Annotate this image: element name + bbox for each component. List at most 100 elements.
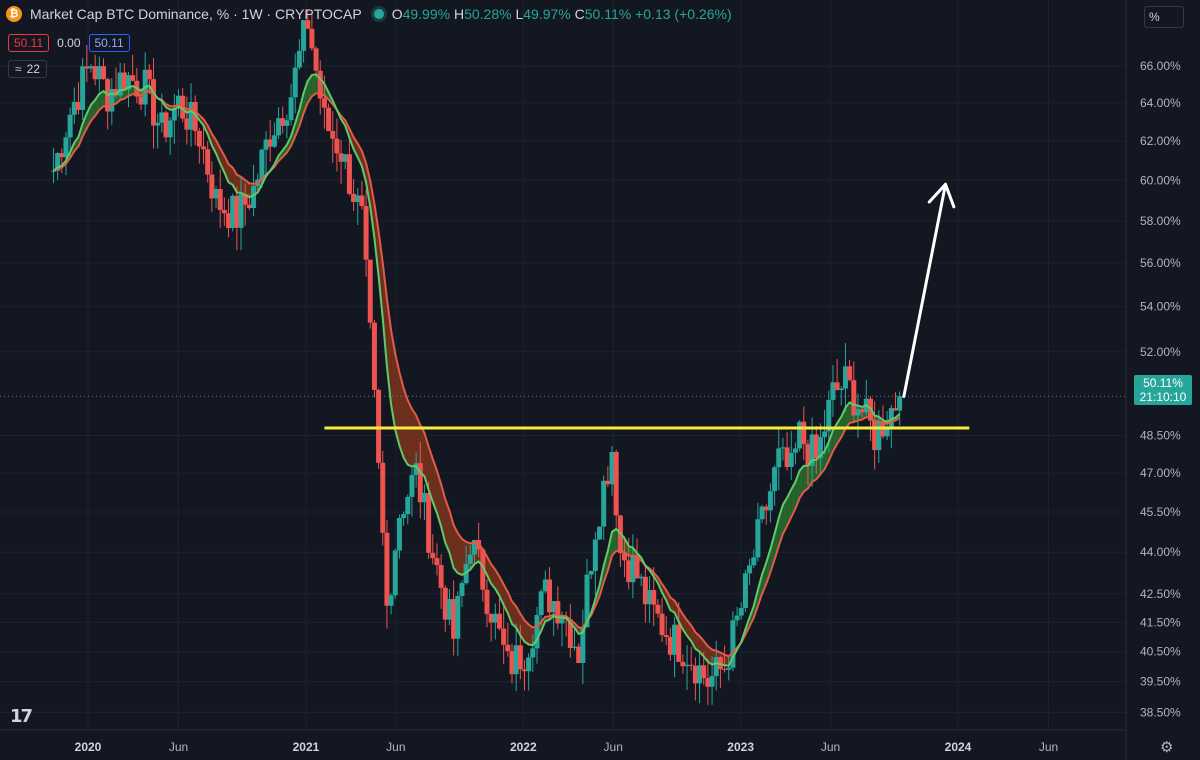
candle-body[interactable] [759, 506, 765, 520]
candle-body[interactable] [217, 189, 223, 210]
candle-body[interactable] [380, 462, 386, 533]
candle-body[interactable] [209, 174, 215, 199]
candle-body[interactable] [484, 589, 490, 614]
candle-body[interactable] [155, 122, 161, 126]
candle-body[interactable] [267, 139, 273, 147]
candle-body[interactable] [230, 195, 236, 229]
candle-body[interactable] [813, 434, 819, 459]
candle-body[interactable] [884, 428, 890, 437]
candle-body[interactable] [113, 89, 119, 96]
candle-body[interactable] [792, 448, 798, 453]
candle-body[interactable] [434, 558, 440, 566]
candle-body[interactable] [822, 431, 828, 438]
candle-body[interactable] [751, 557, 757, 566]
candle-body[interactable] [576, 646, 582, 663]
candle-body[interactable] [634, 555, 640, 579]
candle-body[interactable] [730, 620, 736, 668]
candle-body[interactable] [622, 553, 628, 561]
indicator-length[interactable]: ≈ 22 [8, 60, 47, 78]
candle-body[interactable] [426, 493, 432, 553]
candle-body[interactable] [517, 645, 523, 670]
candle-body[interactable] [296, 50, 302, 68]
candle-body[interactable] [367, 259, 373, 323]
candle-body[interactable] [772, 467, 778, 492]
candle-body[interactable] [92, 66, 98, 80]
candle-body[interactable] [692, 665, 698, 684]
candle-body[interactable] [747, 565, 753, 574]
candle-body[interactable] [242, 194, 248, 205]
candle-body[interactable] [521, 669, 527, 672]
candle-body[interactable] [284, 120, 290, 126]
candle-body[interactable] [317, 70, 323, 99]
candle-body[interactable] [763, 506, 769, 511]
candle-body[interactable] [301, 20, 307, 51]
candle-body[interactable] [338, 153, 344, 162]
candle-body[interactable] [855, 409, 861, 416]
candle-body[interactable] [184, 118, 190, 130]
candle-body[interactable] [647, 590, 653, 605]
candle-body[interactable] [196, 130, 202, 147]
candle-body[interactable] [438, 565, 444, 588]
candle-body[interactable] [505, 644, 511, 652]
candle-body[interactable] [342, 154, 348, 162]
candle-body[interactable] [559, 617, 565, 624]
candle-body[interactable] [705, 678, 711, 687]
candle-body[interactable] [238, 194, 244, 228]
candle-body[interactable] [188, 101, 194, 130]
candle-body[interactable] [421, 493, 427, 503]
candle-body[interactable] [50, 170, 56, 172]
candle-body[interactable] [138, 96, 144, 105]
candle-body[interactable] [542, 579, 548, 592]
candle-body[interactable] [713, 657, 719, 677]
candle-body[interactable] [413, 463, 419, 475]
candle-body[interactable] [63, 137, 69, 158]
candle-body[interactable] [580, 627, 586, 663]
candle-body[interactable] [676, 624, 682, 662]
candle-body[interactable] [663, 635, 669, 637]
candle-body[interactable] [251, 186, 257, 209]
candle-body[interactable] [417, 463, 423, 503]
candle-body[interactable] [830, 382, 836, 400]
candle-body[interactable] [784, 447, 790, 467]
candle-body[interactable] [638, 576, 644, 579]
candle-body[interactable] [330, 131, 336, 139]
candle-body[interactable] [292, 67, 298, 98]
candle-body[interactable] [459, 583, 465, 597]
candle-body[interactable] [509, 651, 515, 675]
candle-body[interactable] [401, 514, 407, 519]
candle-body[interactable] [809, 434, 815, 466]
candle-body[interactable] [192, 101, 198, 131]
candle-body[interactable] [672, 624, 678, 655]
candle-body[interactable] [363, 206, 369, 260]
candle-body[interactable] [176, 95, 182, 108]
candle-body[interactable] [351, 193, 357, 203]
candle-body[interactable] [455, 596, 461, 639]
candle-body[interactable] [346, 154, 352, 194]
candle-body[interactable] [55, 153, 61, 171]
candle-body[interactable] [851, 380, 857, 416]
candle-body[interactable] [688, 664, 694, 666]
candle-body[interactable] [742, 573, 748, 609]
candle-body[interactable] [801, 421, 807, 445]
candle-body[interactable] [630, 555, 636, 583]
candle-body[interactable] [567, 619, 573, 649]
candle-body[interactable] [376, 389, 382, 463]
candle-body[interactable] [430, 552, 436, 559]
candle-body[interactable] [684, 664, 690, 667]
candle-body[interactable] [755, 519, 761, 558]
candle-body[interactable] [446, 599, 452, 620]
candle-body[interactable] [84, 66, 90, 69]
candle-body[interactable] [738, 608, 744, 616]
arrow-shaft[interactable] [902, 182, 947, 399]
candle-body[interactable] [221, 209, 227, 214]
candle-body[interactable] [276, 118, 282, 136]
candle-body[interactable] [726, 667, 732, 670]
candle-body[interactable] [538, 591, 544, 616]
candle-body[interactable] [480, 549, 486, 590]
candle-body[interactable] [534, 615, 540, 649]
candle-body[interactable] [59, 153, 65, 158]
candle-body[interactable] [897, 396, 903, 411]
candle-body[interactable] [717, 657, 723, 670]
candle-body[interactable] [492, 613, 498, 623]
candle-body[interactable] [826, 399, 832, 432]
